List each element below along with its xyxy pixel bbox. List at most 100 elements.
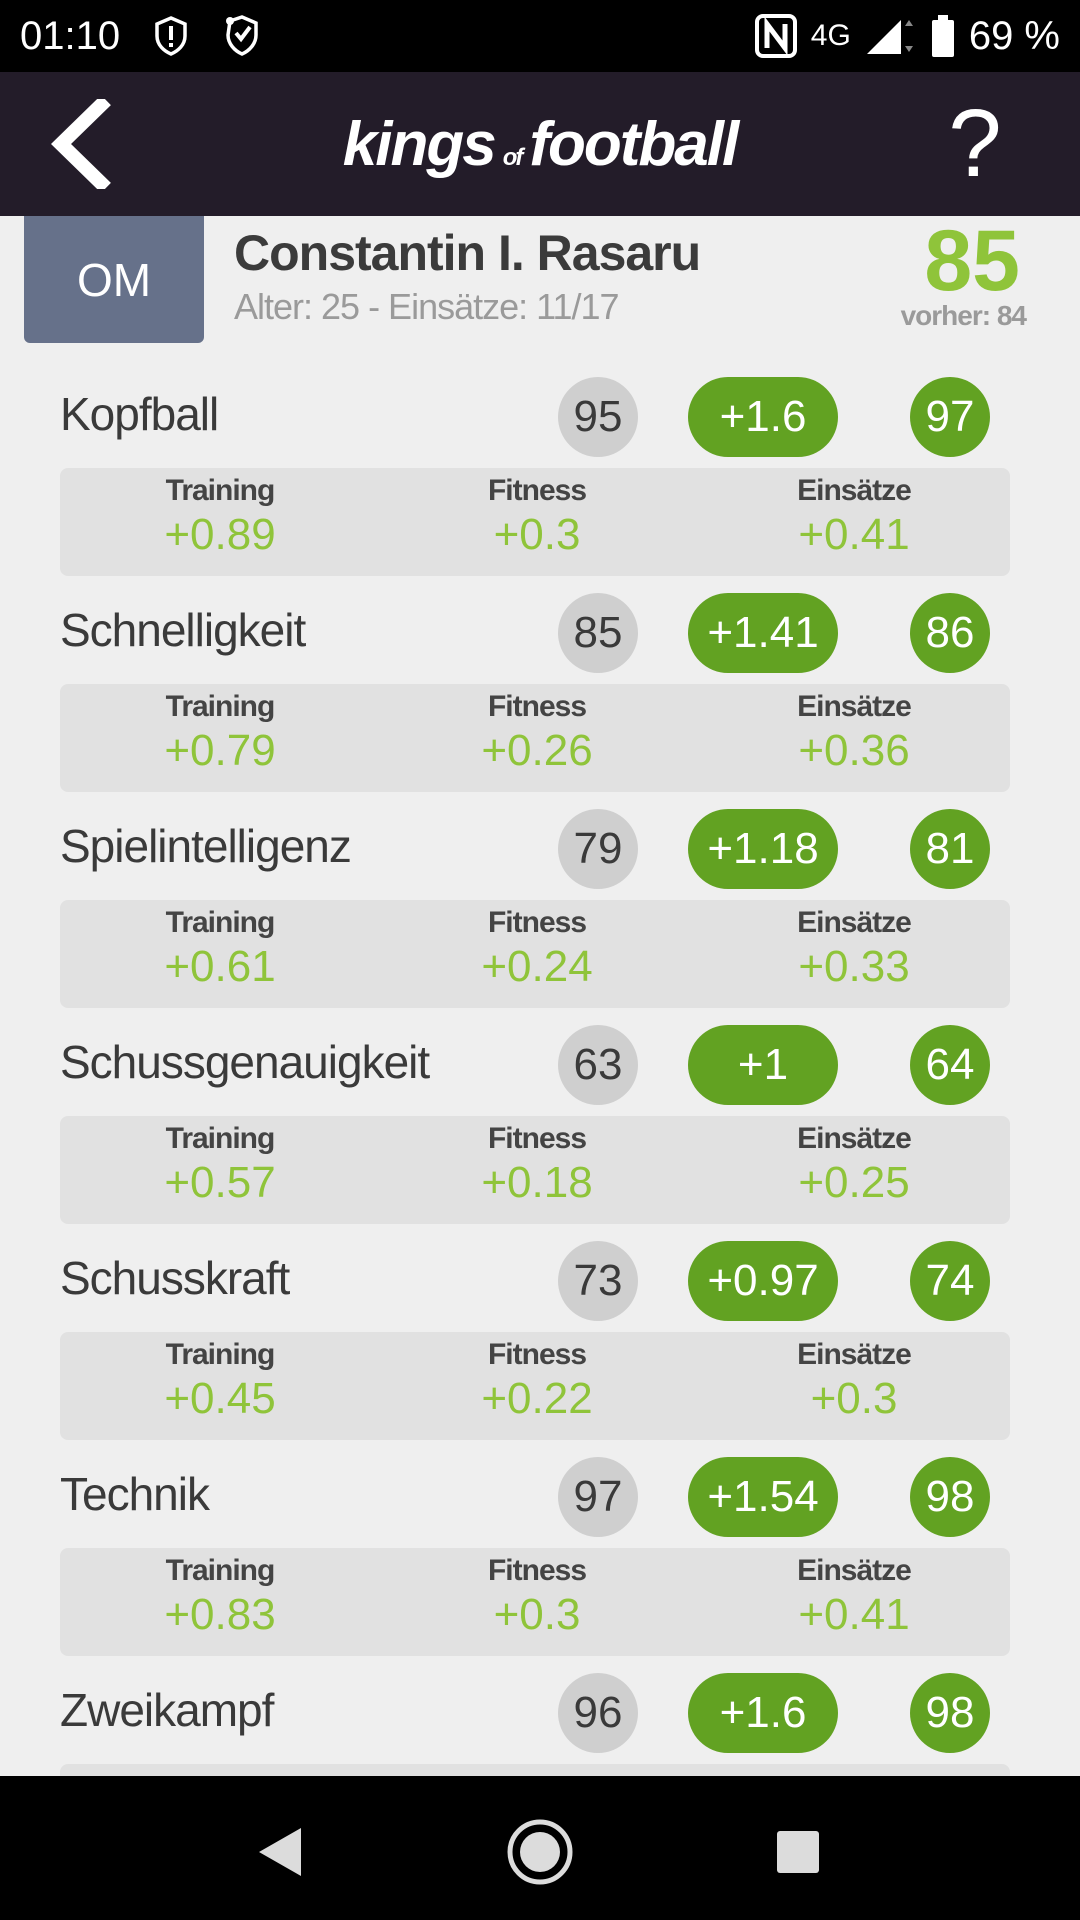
result-value: 64 bbox=[910, 1025, 990, 1105]
attribute-name: Kopfball bbox=[60, 388, 219, 440]
delta-pill: +1.54 bbox=[688, 1457, 838, 1537]
attribute-spielintelligenz: Spielintelligenz 79 +1.18 81 Training +0.… bbox=[0, 809, 1080, 1025]
previous-rating: vorher: 84 bbox=[900, 300, 1027, 331]
breakdown-box: Training +0.61 Fitness +0.24 Einsätze +0.33 bbox=[60, 900, 1010, 1008]
attribute-name: Spielintelligenz bbox=[60, 820, 352, 872]
fitness-label: Fitness bbox=[487, 474, 587, 507]
logo-football: football bbox=[529, 109, 739, 179]
einsaetze-label: Einsätze bbox=[797, 906, 912, 939]
einsaetze-label: Einsätze bbox=[797, 1338, 912, 1371]
training-label: Training bbox=[165, 1338, 276, 1371]
einsaetze-label: Einsätze bbox=[797, 1122, 912, 1155]
training-label: Training bbox=[165, 474, 276, 507]
training-label: Training bbox=[165, 1554, 276, 1587]
base-value: 95 bbox=[558, 377, 638, 457]
attribute-name: Schussgenauigkeit bbox=[60, 1036, 430, 1088]
einsaetze-label: Einsätze bbox=[797, 474, 912, 507]
einsaetze-value: +0.33 bbox=[798, 942, 910, 991]
home-circle-icon bbox=[507, 1819, 573, 1885]
player-rating: 85 bbox=[924, 216, 1020, 309]
fitness-label: Fitness bbox=[487, 1122, 587, 1155]
clock: 01:10 bbox=[20, 13, 121, 58]
fitness-value: +0.18 bbox=[481, 1158, 593, 1207]
battery-level: 69 % bbox=[968, 13, 1060, 58]
attribute-kopfball: Kopfball 95 +1.6 97 Training +0.89 Fitnes… bbox=[0, 377, 1080, 593]
player-development-view[interactable]: OM Constantin I. Rasaru Alter: 25 - Eins… bbox=[0, 216, 1080, 1776]
fitness-value: +0.3 bbox=[493, 510, 581, 559]
logo-kings: kings bbox=[342, 109, 497, 179]
attribute-name: Schusskraft bbox=[60, 1252, 290, 1304]
einsaetze-value: +0.41 bbox=[798, 510, 910, 559]
recents-square-icon bbox=[777, 1831, 819, 1873]
base-value: 85 bbox=[558, 593, 638, 673]
training-value: +0.57 bbox=[164, 1158, 276, 1207]
einsaetze-label: Einsätze bbox=[797, 1554, 912, 1587]
player-card: OM Constantin I. Rasaru Alter: 25 - Eins… bbox=[0, 216, 1080, 346]
nfc-icon bbox=[754, 14, 797, 58]
back-button[interactable] bbox=[36, 96, 126, 192]
fitness-label: Fitness bbox=[487, 690, 587, 723]
player-name: Constantin I. Rasaru bbox=[234, 225, 701, 281]
result-value: 81 bbox=[910, 809, 990, 889]
logo-of: of bbox=[502, 143, 524, 171]
position-badge: OM bbox=[24, 216, 204, 343]
battery-icon bbox=[931, 15, 955, 57]
base-value: 63 bbox=[558, 1025, 638, 1105]
base-value: 96 bbox=[558, 1673, 638, 1753]
breakdown-box: Training +0.89 Fitness +0.3 Einsätze +0.41 bbox=[60, 468, 1010, 576]
breakdown-box-partial bbox=[60, 1764, 1010, 1776]
attribute-schnelligkeit: Schnelligkeit 85 +1.41 86 Training +0.79 … bbox=[0, 593, 1080, 809]
delta-pill: +1.18 bbox=[688, 809, 838, 889]
attribute-schussgenauigkeit: Schussgenauigkeit 63 +1 64 Training +0.57… bbox=[0, 1025, 1080, 1241]
fitness-value: +0.24 bbox=[481, 942, 593, 991]
training-label: Training bbox=[165, 690, 276, 723]
result-value: 98 bbox=[910, 1673, 990, 1753]
result-value: 98 bbox=[910, 1457, 990, 1537]
training-value: +0.83 bbox=[164, 1590, 276, 1639]
fitness-value: +0.26 bbox=[481, 726, 593, 775]
training-value: +0.61 bbox=[164, 942, 276, 991]
security-shield-icon bbox=[222, 15, 262, 57]
training-value: +0.45 bbox=[164, 1374, 276, 1423]
delta-pill: +1 bbox=[688, 1025, 838, 1105]
fitness-value: +0.3 bbox=[493, 1590, 581, 1639]
base-value: 79 bbox=[558, 809, 638, 889]
help-button[interactable]: ? bbox=[948, 90, 1002, 197]
nav-home-button[interactable] bbox=[490, 1812, 590, 1892]
training-value: +0.89 bbox=[164, 510, 276, 559]
base-value: 73 bbox=[558, 1241, 638, 1321]
nav-back-button[interactable] bbox=[230, 1812, 330, 1892]
delta-pill: +1.6 bbox=[688, 1673, 838, 1753]
einsaetze-value: +0.25 bbox=[798, 1158, 910, 1207]
nav-recents-button[interactable] bbox=[748, 1812, 848, 1892]
system-navigation-bar bbox=[0, 1776, 1080, 1920]
attribute-name: Schnelligkeit bbox=[60, 604, 306, 656]
back-triangle-icon bbox=[259, 1828, 301, 1876]
result-value: 74 bbox=[910, 1241, 990, 1321]
shield-alert-icon bbox=[154, 16, 188, 56]
fitness-label: Fitness bbox=[487, 1554, 587, 1587]
training-label: Training bbox=[165, 1122, 276, 1155]
attribute-name: Zweikampf bbox=[60, 1684, 274, 1736]
breakdown-box: Training +0.45 Fitness +0.22 Einsätze +0.3 bbox=[60, 1332, 1010, 1440]
base-value: 97 bbox=[558, 1457, 638, 1537]
einsaetze-value: +0.36 bbox=[798, 726, 910, 775]
app-logo: kings of football bbox=[342, 109, 739, 180]
signal-icon bbox=[865, 16, 917, 56]
player-meta: Alter: 25 - Einsätze: 11/17 bbox=[234, 286, 620, 327]
einsaetze-label: Einsätze bbox=[797, 690, 912, 723]
training-label: Training bbox=[165, 906, 276, 939]
attribute-zweikampf: Zweikampf 96 +1.6 98 bbox=[0, 1673, 1080, 1776]
einsaetze-value: +0.41 bbox=[798, 1590, 910, 1639]
training-value: +0.79 bbox=[164, 726, 276, 775]
result-value: 86 bbox=[910, 593, 990, 673]
chevron-left-icon bbox=[51, 99, 111, 189]
attribute-technik: Technik 97 +1.54 98 Training +0.83 Fitnes… bbox=[0, 1457, 1080, 1673]
breakdown-box: Training +0.83 Fitness +0.3 Einsätze +0.41 bbox=[60, 1548, 1010, 1656]
einsaetze-value: +0.3 bbox=[810, 1374, 898, 1423]
breakdown-box: Training +0.57 Fitness +0.18 Einsätze +0.25 bbox=[60, 1116, 1010, 1224]
breakdown-box: Training +0.79 Fitness +0.26 Einsätze +0.36 bbox=[60, 684, 1010, 792]
app-header: kings of football ? bbox=[0, 72, 1080, 216]
result-value: 97 bbox=[910, 377, 990, 457]
fitness-label: Fitness bbox=[487, 1338, 587, 1371]
